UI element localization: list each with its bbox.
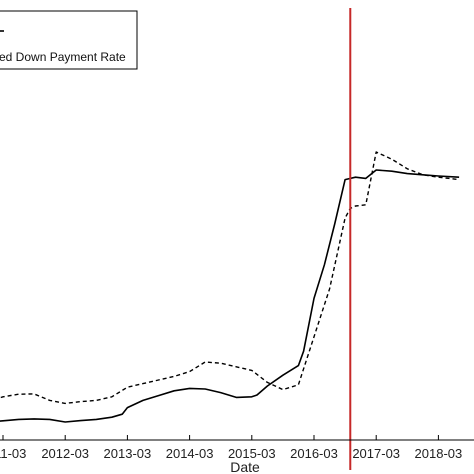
series-line-solid (0, 169, 460, 423)
x-axis-label: Date (230, 459, 260, 474)
x-axis: 2011-03 2012-03 2013-03 2014-03 2015-03 2016-… (0, 435, 474, 461)
plot-area (0, 8, 460, 470)
x-tick-label: 2012-03 (41, 446, 89, 461)
legend: ed Down Payment Rate (0, 10, 138, 70)
series-line-dashed (0, 151, 460, 405)
legend-box (0, 10, 138, 70)
x-tick-label: 2015-03 (228, 446, 276, 461)
x-tick-label: 2016-03 (290, 446, 338, 461)
x-tick-label: 2011-03 (0, 446, 26, 461)
x-tick-label: 2017-03 (352, 446, 400, 461)
legend-entry-label: ed Down Payment Rate (0, 50, 126, 64)
x-tick-label: 2018-03 (415, 446, 463, 461)
x-tick-label: 2013-03 (104, 446, 152, 461)
x-tick-label: 2014-03 (166, 446, 214, 461)
